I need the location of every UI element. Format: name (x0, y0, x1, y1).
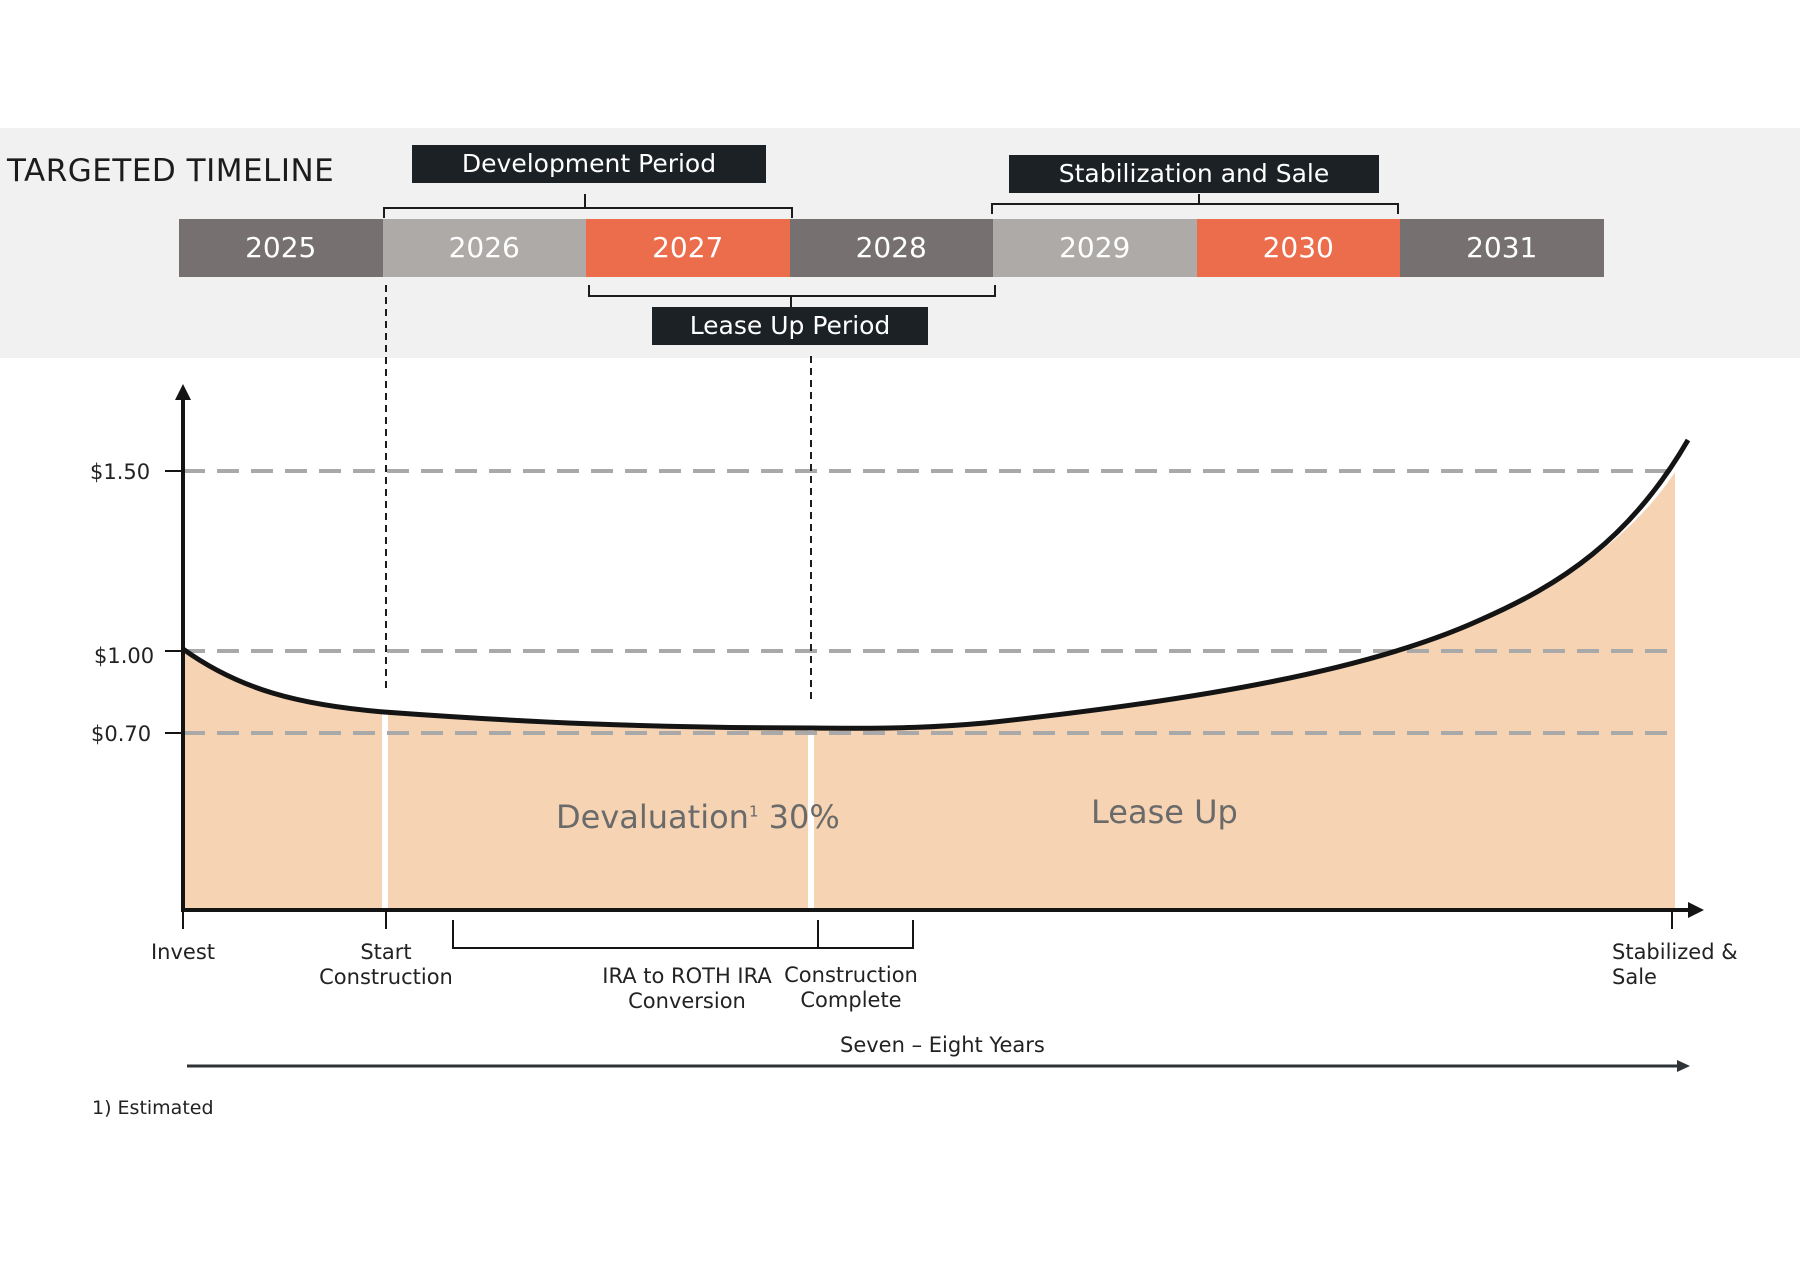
devaluation-footnote-mark: 1 (748, 802, 759, 821)
duration-arrowhead (1677, 1060, 1690, 1072)
milestone-line: IRA to ROTH IRA (602, 964, 772, 988)
milestone-line: Construction (319, 965, 453, 989)
devaluation-label: Devaluation1 30% (556, 798, 840, 836)
x-axis-arrowhead (1688, 902, 1704, 918)
lease-up-label: Lease Up (1091, 793, 1238, 831)
milestone-line: Sale (1612, 965, 1657, 989)
development-period-tag: Development Period (412, 145, 766, 183)
milestone-stabilized-sale: Stabilized & Sale (1612, 940, 1742, 990)
milestone-ira-conversion: IRA to ROTH IRA Conversion (597, 964, 777, 1014)
footnote: 1) Estimated (92, 1097, 214, 1119)
stabilization-bracket (991, 194, 1399, 214)
year-cell: 2031 (1400, 219, 1604, 277)
milestone-line: Complete (800, 988, 902, 1012)
lease-up-period-tag: Lease Up Period (652, 307, 928, 345)
devaluation-pct: 30% (758, 798, 840, 836)
lease-up-bracket (588, 285, 996, 307)
y-label-150: $1.50 (90, 460, 151, 484)
page-title: TARGETED TIMELINE (7, 153, 335, 189)
stabilization-sale-tag: Stabilization and Sale (1009, 155, 1379, 193)
y-axis-arrowhead (175, 384, 191, 400)
devaluation-text: Devaluation (556, 798, 749, 836)
year-cell: 2030 (1196, 219, 1400, 277)
year-cell: 2028 (789, 219, 993, 277)
year-cell: 2025 (179, 219, 383, 277)
y-label-100: $1.00 (94, 644, 155, 668)
milestone-line: Start (360, 940, 412, 964)
duration-label: Seven – Eight Years (840, 1033, 1045, 1057)
year-cell: 2027 (586, 219, 790, 277)
milestone-line: Conversion (628, 989, 746, 1013)
year-bar: 2025 2026 2027 2028 2029 2030 2031 (179, 219, 1604, 277)
y-label-070: $0.70 (91, 722, 152, 746)
milestone-start-construction: Start Construction (310, 940, 462, 990)
milestone-line: Construction (784, 963, 918, 987)
year-cell: 2029 (993, 219, 1197, 277)
milestone-construction-complete: Construction Complete (775, 963, 927, 1013)
development-bracket (383, 194, 793, 218)
value-area (183, 472, 1675, 910)
milestone-invest: Invest (150, 940, 216, 964)
milestone-bracket (452, 920, 914, 949)
value-curve (181, 438, 1691, 731)
year-cell: 2026 (382, 219, 586, 277)
milestone-line: Stabilized & (1612, 940, 1738, 964)
